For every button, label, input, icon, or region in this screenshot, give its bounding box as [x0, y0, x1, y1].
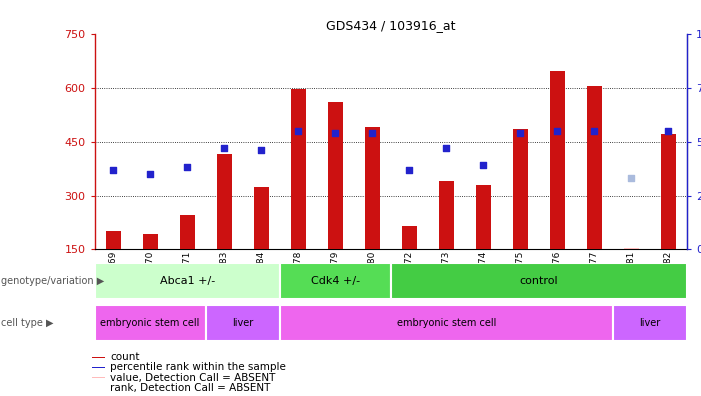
Point [552, 128, 563, 134]
Point [626, 175, 637, 181]
Point [367, 130, 378, 136]
Text: percentile rank within the sample: percentile rank within the sample [110, 362, 286, 372]
Bar [365, 127, 380, 249]
Text: Cdk4 +/-: Cdk4 +/- [311, 276, 360, 286]
Bar [476, 185, 491, 249]
Title: GDS434 / 103916_at: GDS434 / 103916_at [326, 19, 456, 32]
Bar [661, 134, 676, 249]
Point [404, 166, 415, 173]
Point [663, 128, 674, 134]
Text: Abca1 +/-: Abca1 +/- [160, 276, 215, 286]
Point [515, 130, 526, 136]
Text: count: count [110, 352, 139, 362]
Bar [328, 102, 343, 249]
Bar [439, 181, 454, 249]
Bar [391, 263, 687, 299]
Point [256, 147, 267, 153]
Bar [280, 305, 613, 341]
Point [292, 128, 304, 134]
Point [329, 130, 341, 136]
Bar [93, 367, 105, 368]
Point [441, 145, 452, 151]
Text: cell type ▶: cell type ▶ [1, 318, 54, 328]
Point [478, 162, 489, 168]
Point [144, 171, 156, 177]
Text: liver: liver [639, 318, 660, 328]
Text: value, Detection Call = ABSENT: value, Detection Call = ABSENT [110, 373, 275, 383]
Text: control: control [519, 276, 558, 286]
Bar [280, 263, 391, 299]
Point [107, 166, 118, 173]
Bar [106, 232, 121, 249]
Point [219, 145, 230, 151]
Bar [613, 305, 687, 341]
Bar [254, 187, 268, 249]
Bar [550, 71, 565, 249]
Bar [624, 248, 639, 249]
Point [182, 164, 193, 171]
Bar [95, 263, 280, 299]
Bar [93, 377, 105, 378]
Bar [179, 215, 195, 249]
Bar [217, 154, 231, 249]
Text: genotype/variation ▶: genotype/variation ▶ [1, 276, 104, 286]
Bar [93, 357, 105, 358]
Bar [95, 305, 205, 341]
Bar [143, 234, 158, 249]
Point [589, 128, 600, 134]
Bar [205, 305, 280, 341]
Text: rank, Detection Call = ABSENT: rank, Detection Call = ABSENT [110, 383, 271, 393]
Text: embryonic stem cell: embryonic stem cell [100, 318, 200, 328]
Bar [513, 129, 528, 249]
Text: liver: liver [232, 318, 253, 328]
Bar [402, 226, 416, 249]
Bar [587, 86, 602, 249]
Text: embryonic stem cell: embryonic stem cell [397, 318, 496, 328]
Bar [291, 89, 306, 249]
